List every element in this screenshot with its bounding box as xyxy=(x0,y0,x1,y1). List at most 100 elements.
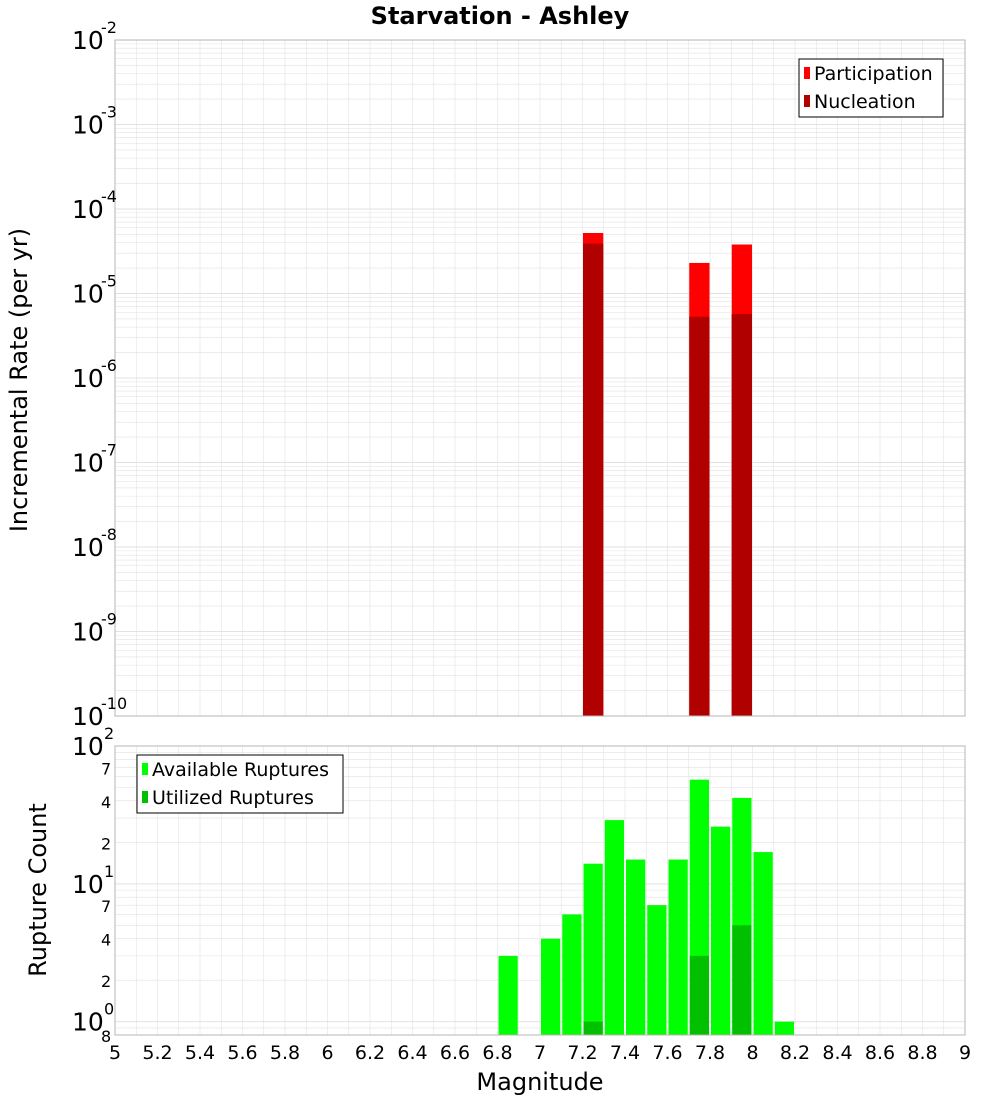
legend-box xyxy=(798,58,944,118)
rate-y-tick-base: 10 xyxy=(72,26,104,55)
rate-y-tick: 10-9 xyxy=(72,610,117,647)
count-y-tick: 10 0 xyxy=(72,1000,114,1037)
bar-available-ruptures xyxy=(604,820,624,1035)
rate-y-tick-base: 10 xyxy=(72,280,104,309)
count-y-minor-tick: 4 xyxy=(101,931,111,950)
x-axis-label: Magnitude xyxy=(476,1068,603,1096)
x-tick-label: 5.2 xyxy=(142,1042,172,1064)
rate-y-tick-exponent: -7 xyxy=(101,441,117,460)
plot-frame xyxy=(114,745,966,1036)
chart-title: Starvation - Ashley xyxy=(371,2,630,30)
x-tick-label: 7 xyxy=(534,1042,546,1064)
rate-y-tick: 10-3 xyxy=(72,103,117,140)
count-y-tick-exponent: 0 xyxy=(104,1000,114,1019)
x-tick-label: 7.4 xyxy=(610,1042,640,1064)
rate-y-tick: 10-2 xyxy=(72,18,117,55)
rate-y-tick-exponent: -5 xyxy=(101,272,117,291)
legend-swatch xyxy=(804,95,810,107)
rate-y-tick-exponent: -3 xyxy=(101,103,117,122)
x-tick-label: 8 xyxy=(746,1042,758,1064)
rate-y-tick: 10-8 xyxy=(72,525,117,562)
bar-available-ruptures xyxy=(647,905,667,1035)
x-tick-label: 5.8 xyxy=(270,1042,300,1064)
legend-label: Nucleation xyxy=(814,91,916,113)
rate-y-tick: 10-6 xyxy=(72,356,117,393)
rate-y-tick-base: 10 xyxy=(72,364,104,393)
count-y-axis-label: Rupture Count xyxy=(24,803,52,977)
bar-available-ruptures xyxy=(626,859,646,1035)
bar-utilized-ruptures xyxy=(583,1021,603,1035)
rate-y-tick-exponent: -4 xyxy=(101,187,117,206)
x-tick-label: 5.4 xyxy=(185,1042,215,1064)
legend-swatch xyxy=(142,763,148,775)
rate-y-tick-base: 10 xyxy=(72,533,104,562)
x-tick-label: 7.2 xyxy=(567,1042,597,1064)
bar-available-ruptures xyxy=(562,914,582,1035)
count-y-minor-tick: 7 xyxy=(101,759,111,778)
rate-y-tick-exponent: -8 xyxy=(101,525,117,544)
bar-available-ruptures xyxy=(668,859,688,1035)
count-y-minor-tick: 2 xyxy=(101,834,111,853)
x-tick-label: 7.6 xyxy=(652,1042,682,1064)
x-tick-label: 5 xyxy=(109,1042,121,1064)
x-axis: 5 5.2 5.4 5.6 5.8 6 6.2 6.4 6.6 6.8 7 7.2 7.4 7.6 7.8 8… xyxy=(109,1042,971,1064)
legend-swatch xyxy=(142,791,148,803)
count-y-tick-exponent: 1 xyxy=(104,862,114,881)
rate-y-tick-base: 10 xyxy=(72,618,104,647)
count-y-minor-tick: 8 xyxy=(101,1027,111,1046)
bar-nucleation xyxy=(731,314,752,716)
count-y-tick-base: 10 xyxy=(72,732,104,761)
x-tick-label: 8.4 xyxy=(822,1042,852,1064)
count-y-minor-tick: 4 xyxy=(101,793,111,812)
rate-y-tick-exponent: -9 xyxy=(101,610,117,629)
legend-label: Participation xyxy=(814,63,933,85)
x-tick-label: 9 xyxy=(959,1042,971,1064)
x-tick-label: 5.6 xyxy=(227,1042,257,1064)
count-y-tick-base: 10 xyxy=(72,870,104,899)
x-tick-label: 8.2 xyxy=(780,1042,810,1064)
legend-label: Available Ruptures xyxy=(152,759,329,781)
count-y-minor-tick: 2 xyxy=(101,972,111,991)
legend-swatch xyxy=(804,67,810,79)
count-y-tick: 10 2 xyxy=(72,724,114,761)
rate-y-tick: 10-10 xyxy=(72,694,127,731)
rate-y-tick-exponent: -2 xyxy=(101,18,117,37)
x-tick-label: 6.8 xyxy=(482,1042,512,1064)
legend-label: Utilized Ruptures xyxy=(152,787,314,809)
rate-y-tick: 10-4 xyxy=(72,187,117,224)
rate-y-tick-base: 10 xyxy=(72,111,104,140)
bar-utilized-ruptures xyxy=(732,925,752,1035)
bar-available-ruptures xyxy=(541,938,561,1035)
x-tick-label: 8.8 xyxy=(907,1042,937,1064)
rate-y-tick-exponent: -10 xyxy=(101,694,127,713)
count-y-tick-base: 10 xyxy=(72,1008,104,1037)
count-y-tick: 10 1 xyxy=(72,862,114,899)
bar-nucleation xyxy=(689,316,710,716)
bar-nucleation xyxy=(583,243,604,716)
rate-y-tick: 10-5 xyxy=(72,272,117,309)
rate-y-tick-base: 10 xyxy=(72,195,104,224)
x-tick-label: 6.4 xyxy=(397,1042,427,1064)
rate-y-axis-label: Incremental Rate (per yr) xyxy=(5,228,33,532)
x-tick-label: 6.6 xyxy=(440,1042,470,1064)
bar-utilized-ruptures xyxy=(689,955,709,1035)
rate-y-tick-base: 10 xyxy=(72,702,104,731)
x-tick-label: 6.2 xyxy=(355,1042,385,1064)
legend-box xyxy=(136,754,344,814)
bar-available-ruptures xyxy=(583,863,603,1035)
x-tick-label: 7.8 xyxy=(695,1042,725,1064)
bar-available-ruptures xyxy=(498,955,518,1035)
bar-available-ruptures xyxy=(774,1021,794,1035)
bar-available-ruptures xyxy=(711,826,731,1035)
plot-frame xyxy=(114,39,966,717)
rate-plot: ParticipationNucleation10-1010-910-810-7… xyxy=(72,18,966,731)
x-tick-label: 8.6 xyxy=(865,1042,895,1064)
rate-y-tick: 10-7 xyxy=(72,441,117,478)
x-tick-label: 6 xyxy=(321,1042,333,1064)
count-y-tick-exponent: 2 xyxy=(104,724,114,743)
count-y-minor-tick: 7 xyxy=(101,897,111,916)
bar-available-ruptures xyxy=(753,852,773,1035)
rate-y-tick-exponent: -6 xyxy=(101,356,117,375)
